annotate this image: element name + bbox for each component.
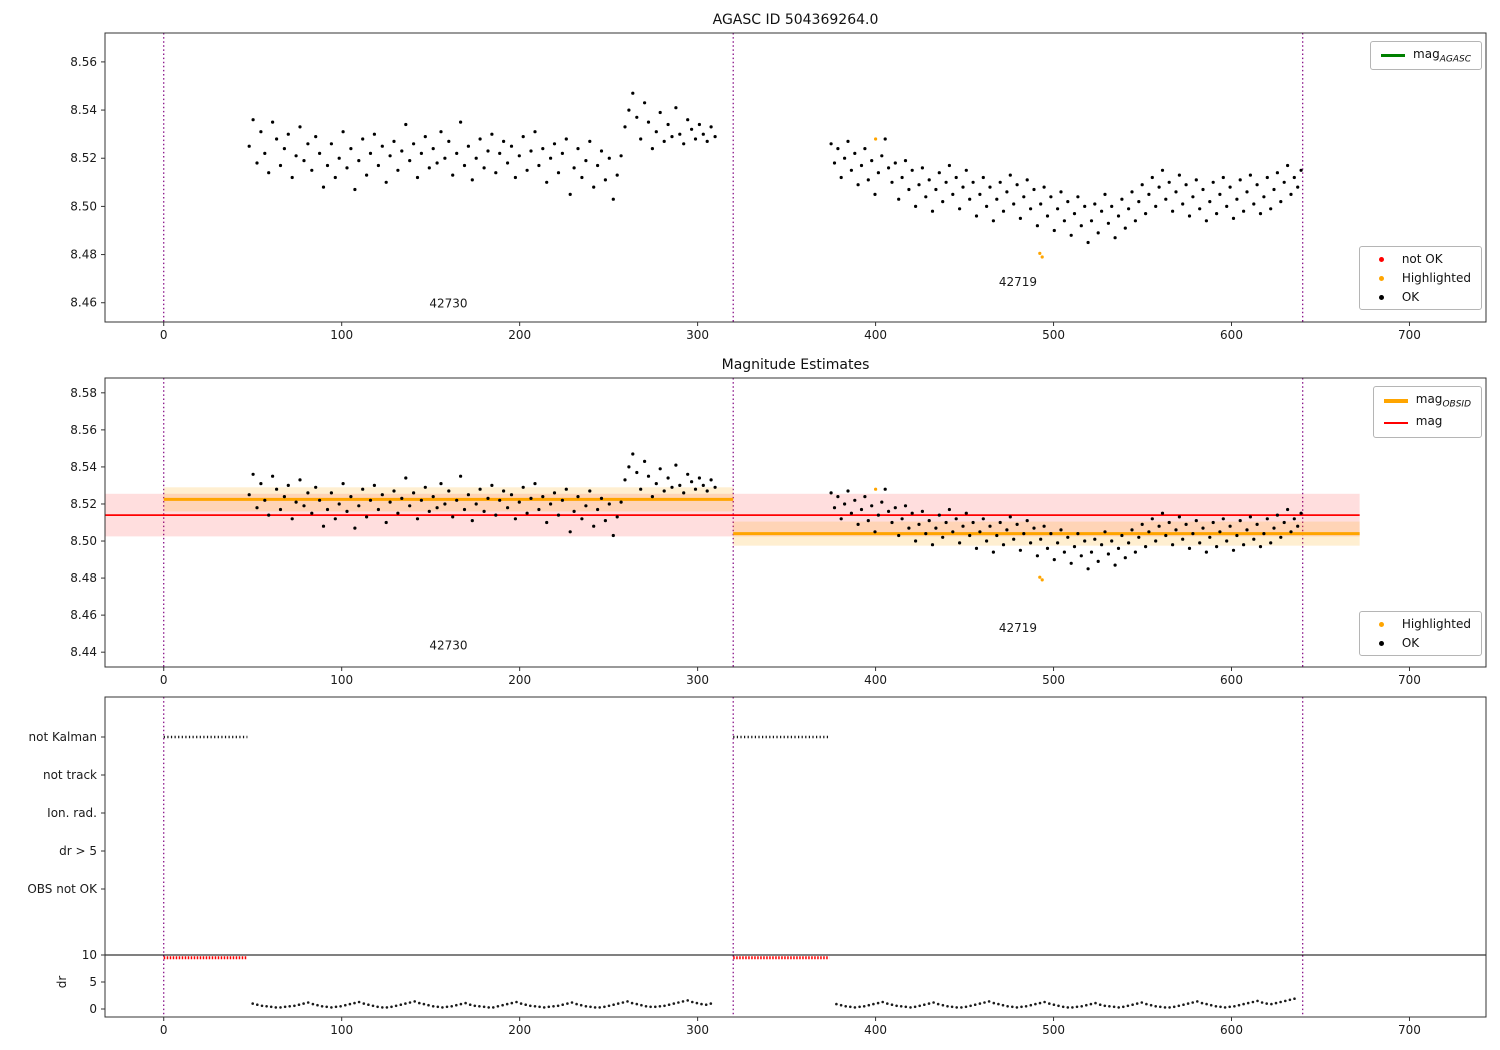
svg-text:8.44: 8.44 (70, 645, 97, 659)
svg-text:700: 700 (1398, 1023, 1421, 1037)
svg-text:8.46: 8.46 (70, 296, 97, 310)
legend-panel1-top: magAGASC (1370, 41, 1482, 71)
svg-text:600: 600 (1220, 1023, 1243, 1037)
ok-marker-swatch (1370, 294, 1394, 300)
svg-text:8.50: 8.50 (70, 199, 97, 213)
svg-text:700: 700 (1398, 328, 1421, 342)
svg-text:42730: 42730 (429, 638, 467, 652)
highlighted-marker-swatch (1370, 621, 1394, 627)
svg-text:200: 200 (508, 328, 531, 342)
legend-panel2-top: magOBSID mag (1372, 386, 1482, 438)
legend-label: magOBSID (1415, 392, 1471, 410)
mag-agasc-line-swatch (1381, 54, 1406, 57)
svg-text:not Kalman: not Kalman (29, 730, 97, 744)
legend-item-mag-obsid: magOBSID (1383, 392, 1471, 410)
svg-text:300: 300 (686, 673, 709, 687)
svg-text:600: 600 (1220, 673, 1243, 687)
panel2-title: Magnitude Estimates (721, 357, 870, 373)
svg-text:0: 0 (160, 673, 168, 687)
svg-text:8.48: 8.48 (70, 248, 97, 262)
legend-label: magAGASC (1413, 47, 1471, 65)
legend-label: OK (1401, 636, 1420, 650)
svg-text:200: 200 (508, 673, 531, 687)
svg-text:5: 5 (89, 975, 97, 989)
legend-item-highlighted: Highlighted (1370, 617, 1471, 631)
svg-text:OBS not OK: OBS not OK (27, 882, 98, 896)
svg-text:600: 600 (1220, 328, 1243, 342)
svg-text:300: 300 (686, 1023, 709, 1037)
svg-text:0: 0 (160, 328, 168, 342)
magnitude-estimates-panel: 0 100 200 300 400 500 600 700 8.44 8.46 8.48 8.50 8.… (70, 377, 1487, 687)
legend-label: mag (1415, 414, 1443, 429)
svg-text:not track: not track (43, 768, 97, 782)
svg-text:300: 300 (686, 328, 709, 342)
svg-text:8.50: 8.50 (70, 534, 97, 548)
svg-text:100: 100 (330, 328, 353, 342)
svg-text:10: 10 (82, 948, 97, 962)
not-ok-marker-swatch (1370, 256, 1394, 262)
svg-text:500: 500 (1042, 673, 1065, 687)
svg-text:0: 0 (89, 1002, 97, 1016)
legend-label: OK (1401, 290, 1420, 304)
svg-text:500: 500 (1042, 328, 1065, 342)
svg-text:100: 100 (330, 673, 353, 687)
panel1-title: AGASC ID 504369264.0 (712, 12, 879, 28)
svg-text:200: 200 (508, 1023, 531, 1037)
svg-text:0: 0 (160, 1023, 168, 1037)
legend-item-mag-agasc: magAGASC (1381, 47, 1471, 64)
svg-text:8.52: 8.52 (70, 151, 97, 165)
svg-text:8.54: 8.54 (70, 460, 97, 474)
legend-item-mag: mag (1383, 414, 1471, 431)
legend-item-not-ok: not OK (1370, 252, 1471, 266)
legend-item-ok: OK (1370, 636, 1471, 650)
mag-line-swatch (1383, 421, 1408, 425)
agasc-mag-panel: 0 100 200 300 400 500 600 700 8.46 8.48 8.50 8.52 8.… (70, 32, 1487, 342)
svg-text:42719: 42719 (999, 621, 1037, 635)
svg-text:8.56: 8.56 (70, 55, 97, 69)
legend-item-highlighted: Highlighted (1370, 271, 1471, 285)
legend-label: not OK (1401, 252, 1443, 266)
mag-obsid-line-swatch (1383, 398, 1408, 403)
legend-panel2-bottom: Highlighted OK (1358, 611, 1482, 656)
svg-text:Ion. rad.: Ion. rad. (47, 806, 97, 820)
svg-text:400: 400 (864, 328, 887, 342)
legend-panel1-bottom: not OK Highlighted OK (1358, 246, 1482, 310)
svg-text:400: 400 (864, 1023, 887, 1037)
svg-text:400: 400 (864, 673, 887, 687)
svg-text:8.54: 8.54 (70, 103, 97, 117)
svg-text:dr: dr (55, 976, 69, 989)
svg-text:42719: 42719 (999, 275, 1037, 289)
svg-text:dr > 5: dr > 5 (59, 844, 97, 858)
legend-label: Highlighted (1401, 617, 1471, 631)
ok-marker-swatch (1370, 640, 1394, 646)
svg-text:42730: 42730 (429, 297, 467, 311)
legend-item-ok: OK (1370, 290, 1471, 304)
legend-label: Highlighted (1401, 271, 1471, 285)
svg-text:8.48: 8.48 (70, 571, 97, 585)
svg-text:8.52: 8.52 (70, 497, 97, 511)
highlighted-marker-swatch (1370, 275, 1394, 281)
flags-dr-panel: not Kalman not track Ion. rad. dr > 5 OBS no… (27, 696, 1487, 1037)
svg-text:8.46: 8.46 (70, 608, 97, 622)
svg-text:100: 100 (330, 1023, 353, 1037)
svg-text:700: 700 (1398, 673, 1421, 687)
svg-text:8.58: 8.58 (70, 386, 97, 400)
svg-text:500: 500 (1042, 1023, 1065, 1037)
svg-text:8.56: 8.56 (70, 423, 97, 437)
